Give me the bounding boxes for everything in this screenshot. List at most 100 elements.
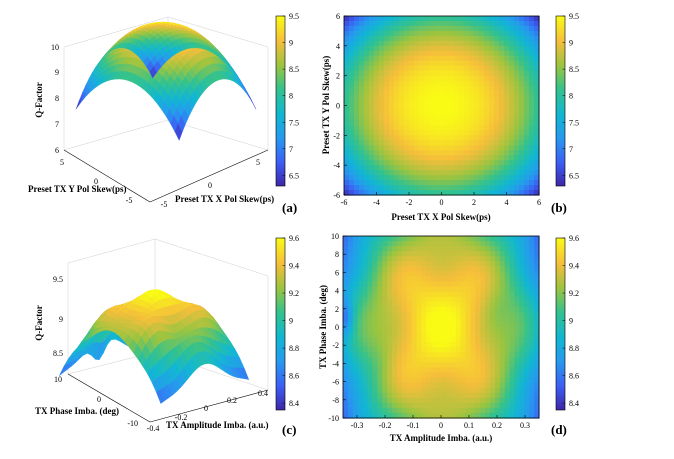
heatmap-cell	[445, 256, 452, 262]
heatmap-cell	[479, 165, 485, 171]
heatmap-cell	[519, 65, 525, 72]
heatmap-cell	[504, 362, 511, 369]
heatmap-cell	[519, 367, 525, 374]
heatmap-cell	[429, 70, 435, 77]
heatmap-cell	[441, 372, 447, 379]
heatmap-cell	[524, 120, 530, 126]
heatmap-cell	[392, 301, 398, 308]
heatmap-cell	[411, 271, 418, 278]
heatmap-cell	[459, 190, 465, 196]
heatmap-cell	[387, 256, 393, 262]
heatmap-cell	[362, 256, 369, 262]
heatmap-cell	[379, 145, 385, 151]
heatmap-cell	[455, 271, 462, 278]
heatmap-cell	[479, 170, 485, 176]
heatmap-cell	[349, 85, 355, 92]
heatmap-cell	[504, 412, 511, 419]
heatmap-cell	[534, 382, 540, 389]
heatmap-cell	[436, 402, 442, 409]
heatmap-cell	[404, 125, 410, 131]
heatmap-cell	[431, 296, 437, 303]
heatmap-cell	[449, 120, 455, 126]
heatmap-cell	[434, 160, 440, 166]
heatmap-cell	[534, 95, 540, 102]
heatmap-cell	[509, 135, 515, 141]
heatmap-cell	[349, 30, 355, 37]
heatmap-cell	[504, 140, 510, 146]
heatmap-cell	[414, 175, 420, 181]
heatmap-cell	[374, 145, 380, 151]
colorbar-tick-label: 9	[289, 317, 293, 326]
heatmap-cell	[396, 321, 403, 328]
heatmap-cell	[421, 377, 427, 384]
heatmap-cell	[519, 301, 525, 308]
heatmap-cell	[416, 306, 422, 313]
heatmap-cell	[434, 30, 440, 37]
heatmap-cell	[431, 327, 437, 333]
heatmap-cell	[489, 25, 495, 32]
heatmap-cell	[392, 382, 398, 389]
heatmap-cell	[509, 256, 516, 262]
heatmap-cell	[499, 130, 505, 136]
heatmap-cell	[426, 332, 432, 338]
heatmap-cell	[459, 125, 465, 131]
heatmap-cell	[449, 110, 455, 117]
heatmap-cell	[411, 256, 418, 262]
heatmap-cell	[459, 100, 465, 107]
heatmap-cell	[480, 347, 486, 353]
heatmap-cell	[479, 140, 485, 146]
heatmap-cell	[352, 321, 359, 328]
heatmap-cell	[419, 65, 425, 72]
heatmap-cell	[392, 347, 398, 353]
panel-d-y-label: TX Phase Imba. (deg)	[318, 285, 328, 369]
heatmap-cell	[459, 75, 465, 82]
heatmap-cell	[460, 321, 467, 328]
heatmap-cell	[421, 402, 427, 409]
heatmap-cell	[344, 125, 350, 131]
heatmap-cell	[514, 306, 520, 313]
heatmap-cell	[357, 337, 364, 343]
heatmap-cell	[352, 327, 359, 333]
heatmap-cell	[394, 130, 400, 136]
colorbar-tick-label: 9.2	[569, 289, 579, 298]
heatmap-cell	[514, 25, 520, 32]
heatmap-cell	[529, 150, 535, 156]
heatmap-cell	[509, 316, 516, 323]
heatmap-cell	[379, 130, 385, 136]
heatmap-cell	[434, 60, 440, 67]
colorbar-tick-label: 8.4	[569, 399, 579, 408]
heatmap-cell	[359, 16, 365, 22]
heatmap-cell	[387, 276, 393, 283]
heatmap-cell	[419, 170, 425, 176]
heatmap-cell	[429, 150, 435, 156]
heatmap-cell	[394, 65, 400, 72]
heatmap-cell	[480, 337, 486, 343]
heatmap-cell	[377, 352, 383, 358]
heatmap-cell	[484, 55, 490, 62]
heatmap-cell	[509, 16, 515, 22]
heatmap-cell	[349, 55, 355, 62]
heatmap-cell	[424, 120, 430, 126]
heatmap-cell	[394, 35, 400, 42]
heatmap-cell	[394, 155, 400, 161]
heatmap-cell	[529, 185, 535, 191]
heatmap-cell	[419, 95, 425, 102]
heatmap-cell	[392, 402, 398, 409]
heatmap-cell	[534, 327, 540, 333]
heatmap-cell	[455, 296, 462, 303]
heatmap-cell	[352, 261, 359, 267]
heatmap-cell	[401, 327, 408, 333]
heatmap-cell	[489, 75, 495, 82]
heatmap-cell	[449, 190, 455, 196]
heatmap-cell	[343, 296, 349, 303]
heatmap-cell	[343, 316, 349, 323]
heatmap-cell	[374, 35, 380, 42]
x-tick-label: 0.2	[492, 421, 502, 430]
heatmap-cell	[436, 347, 442, 353]
heatmap-cell	[431, 342, 437, 348]
heatmap-cell	[392, 367, 398, 374]
heatmap-cell	[367, 266, 373, 272]
heatmap-cell	[384, 115, 390, 122]
heatmap-cell	[357, 367, 364, 374]
heatmap-cell	[534, 241, 540, 247]
